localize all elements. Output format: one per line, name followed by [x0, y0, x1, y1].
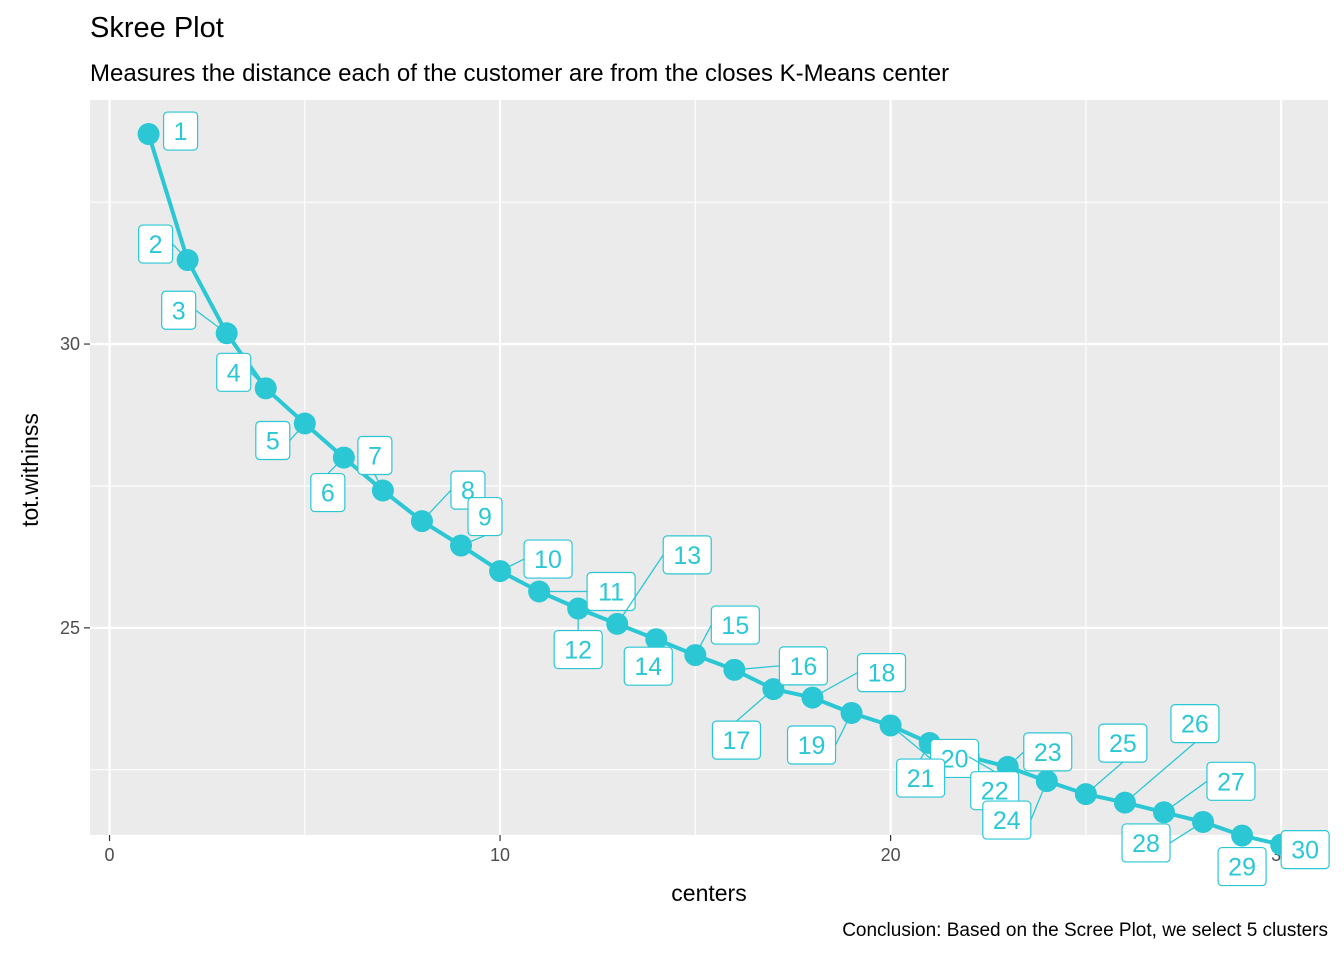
point-label: 28: [1132, 830, 1160, 858]
plot-panel: [90, 100, 1328, 835]
point-label-box: [786, 725, 837, 765]
point-label-box: [856, 653, 907, 693]
label-leader: [1169, 821, 1204, 844]
point-label: 3: [172, 297, 186, 325]
point-label-box: [662, 535, 712, 575]
point-label-box: [216, 352, 252, 392]
label-leader: [1163, 780, 1208, 813]
point-label-box: [1280, 830, 1330, 870]
label-leader: [812, 672, 858, 699]
point-label: 23: [1034, 739, 1062, 767]
label-leader: [1124, 742, 1196, 804]
point-label-box: [1217, 846, 1267, 887]
label-leader: [694, 624, 712, 656]
point-label-box: [711, 720, 762, 760]
point-label: 15: [721, 612, 749, 640]
point-label: 10: [534, 546, 562, 574]
point-label: 13: [673, 542, 701, 570]
x-tick-label: 10: [490, 845, 510, 865]
label-leader: [1085, 761, 1124, 795]
label-leader: [374, 474, 384, 491]
chart-caption: Conclusion: Based on the Scree Plot, we …: [842, 920, 1328, 941]
label-leader: [736, 688, 774, 722]
point-label-box: [310, 472, 346, 513]
label-leader: [920, 742, 931, 760]
chart-title: Skree Plot: [90, 12, 224, 44]
label-leader: [460, 534, 486, 547]
minor-gridlines: [90, 100, 1328, 835]
label-leader: [616, 554, 664, 625]
point-label-box: [553, 629, 603, 670]
point-label-box: [586, 571, 636, 612]
label-leader: [1030, 780, 1048, 821]
point-label-box: [1023, 732, 1073, 772]
point-label: 30: [1291, 837, 1319, 865]
label-leader: [327, 457, 345, 475]
y-tick-label: 30: [60, 334, 80, 354]
point-label: 25: [1109, 730, 1137, 758]
point-label: 2: [149, 231, 163, 259]
point-label-box: [623, 646, 673, 686]
x-tick-label: 20: [881, 845, 901, 865]
data-point: [1231, 824, 1254, 847]
point-label: 1: [174, 118, 188, 146]
point-label-box: [1170, 704, 1220, 744]
point-label-box: [982, 800, 1032, 840]
point-label: 7: [368, 442, 382, 470]
point-label: 20: [941, 745, 969, 773]
y-tick-label: 25: [60, 618, 80, 638]
point-label: 24: [993, 807, 1021, 835]
point-label-box: [1206, 761, 1256, 801]
point-label: 6: [321, 480, 335, 508]
label-leader: [834, 712, 853, 746]
point-label: 18: [868, 660, 896, 688]
label-leader: [421, 489, 452, 522]
point-label-box: [255, 420, 291, 461]
point-label: 11: [598, 579, 624, 607]
point-label: 5: [266, 428, 280, 456]
label-leader: [195, 309, 228, 334]
label-leader: [499, 558, 525, 572]
label-leader: [250, 371, 267, 389]
point-label-box: [161, 290, 197, 330]
point-label: 9: [478, 504, 492, 532]
point-label-box: [357, 435, 393, 476]
point-label-box: [1098, 723, 1148, 763]
point-label: 27: [1217, 768, 1245, 796]
point-label-box: [138, 224, 174, 264]
point-label-box: [162, 111, 199, 151]
data-point: [645, 628, 668, 651]
data-point: [137, 123, 160, 146]
x-axis-title: centers: [671, 880, 746, 906]
chart-subtitle: Measures the distance each of the custom…: [90, 60, 950, 87]
point-label-box: [467, 496, 503, 537]
y-axis-title: tot.withinss: [17, 413, 43, 527]
point-label-box: [523, 539, 573, 579]
point-label: 4: [227, 359, 241, 387]
label-leader: [289, 423, 306, 441]
x-tick-label: 0: [105, 845, 115, 865]
point-label: 19: [798, 732, 826, 760]
point-label: 16: [789, 653, 817, 681]
label-leader: [1007, 751, 1025, 768]
point-label: 29: [1228, 854, 1256, 882]
point-label: 17: [723, 727, 751, 755]
label-leader: [172, 243, 189, 261]
label-leader: [734, 665, 780, 671]
point-label: 21: [907, 765, 935, 793]
point-label-box: [710, 605, 760, 645]
point-label-box: [1121, 823, 1171, 863]
point-label: 14: [634, 653, 662, 681]
point-label: 26: [1181, 711, 1209, 739]
point-label-box: [896, 758, 946, 798]
point-label: 12: [564, 637, 592, 665]
major-gridlines: [90, 100, 1328, 835]
label-leader: [968, 756, 996, 773]
point-label-box: [778, 646, 828, 686]
